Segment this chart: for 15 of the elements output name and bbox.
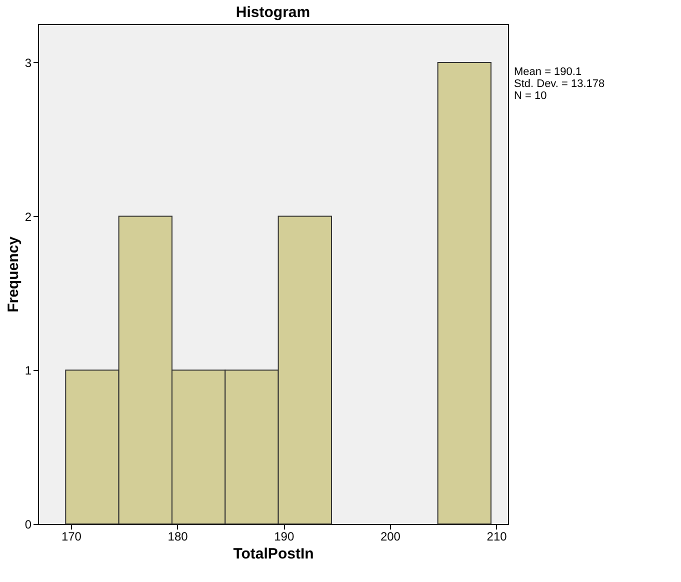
text: Std. Dev. = 13.178 [514, 78, 605, 90]
x-tick-label: 210 [486, 530, 508, 544]
text: N = 10 [514, 90, 547, 102]
y-axis-title: Frequency [4, 236, 22, 312]
x-tick-label: 180 [168, 530, 188, 544]
y-tick-label: 1 [24, 364, 32, 378]
y-tick-label: 0 [24, 518, 32, 532]
text: Mean = 190.1 [514, 66, 582, 78]
x-tick-label: 200 [380, 530, 401, 544]
x-tick-label: 190 [274, 530, 294, 544]
x-tick-label: 170 [61, 530, 82, 544]
y-tick-label: 2 [24, 210, 32, 224]
x-axis-title: TotalPostIn [233, 546, 314, 562]
chart-title: Histogram [236, 4, 310, 21]
y-tick-label: 3 [24, 56, 32, 70]
